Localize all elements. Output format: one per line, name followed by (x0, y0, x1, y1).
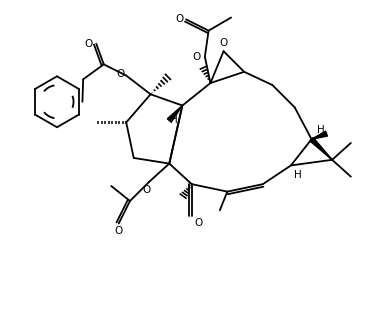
Text: O: O (175, 14, 183, 24)
Text: O: O (192, 52, 200, 62)
Text: H: H (317, 125, 325, 135)
Text: O: O (143, 185, 151, 195)
Polygon shape (310, 138, 332, 160)
Text: H: H (294, 170, 302, 180)
Polygon shape (167, 106, 182, 122)
Text: O: O (220, 38, 228, 48)
Text: H: H (170, 115, 178, 125)
Text: O: O (116, 69, 124, 79)
Text: O: O (84, 39, 92, 49)
Polygon shape (312, 131, 327, 139)
Text: O: O (115, 226, 123, 236)
Text: O: O (195, 218, 203, 228)
